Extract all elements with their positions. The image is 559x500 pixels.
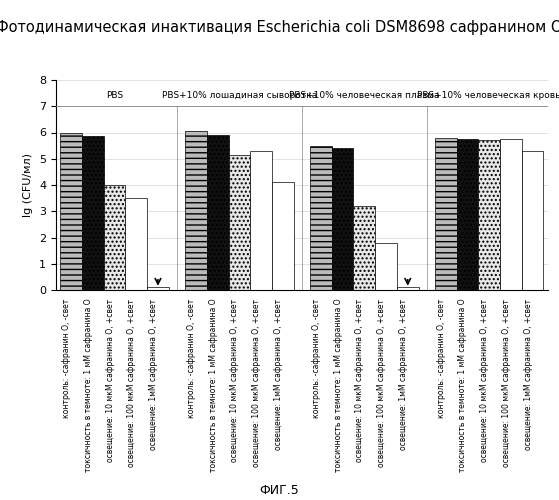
Text: освещение: 100 мкМ сафранина О, +свет: освещение: 100 мкМ сафранина О, +свет	[502, 298, 511, 466]
Text: освещение: 1мМ сафранина О, +свет: освещение: 1мМ сафранина О, +свет	[524, 298, 533, 450]
Text: PBS: PBS	[106, 91, 123, 100]
Text: PBS+10% человеческая плазма: PBS+10% человеческая плазма	[289, 91, 439, 100]
Text: токсичность в темноте: 1 мМ сафранина О: токсичность в темноте: 1 мМ сафранина О	[458, 298, 467, 472]
Bar	[457, 139, 479, 290]
Text: освещение: 10 мкМ сафранина О, +свет: освещение: 10 мкМ сафранина О, +свет	[230, 298, 239, 462]
Bar	[125, 198, 147, 290]
Bar	[147, 288, 169, 290]
Bar	[82, 136, 103, 290]
Text: ФИГ.5: ФИГ.5	[259, 484, 300, 498]
Text: освещение: 10 мкМ сафранина О, +свет: освещение: 10 мкМ сафранина О, +свет	[356, 298, 364, 462]
Bar	[185, 131, 207, 290]
Text: освещение: 100 мкМ сафранина О, +свет: освещение: 100 мкМ сафранина О, +свет	[377, 298, 386, 466]
Text: контроль: -сафранин О, -свет: контроль: -сафранин О, -свет	[437, 298, 446, 418]
Bar	[353, 206, 375, 290]
Bar	[250, 151, 272, 290]
Bar	[272, 182, 293, 290]
Text: контроль: -сафранин О, -свет: контроль: -сафранин О, -свет	[312, 298, 321, 418]
Text: токсичность в темноте: 1 мМ сафранина О: токсичность в темноте: 1 мМ сафранина О	[84, 298, 93, 472]
Text: освещение: 100 мкМ сафранина О, +свет: освещение: 100 мкМ сафранина О, +свет	[127, 298, 136, 466]
Text: освещение: 10 мкМ сафранина О, +свет: освещение: 10 мкМ сафранина О, +свет	[480, 298, 489, 462]
Bar	[60, 132, 82, 290]
Bar	[500, 139, 522, 290]
Bar	[375, 243, 397, 290]
Text: Фотодинамическая инактивация Escherichia coli DSM8698 сафранином О: Фотодинамическая инактивация Escherichia…	[0, 20, 559, 35]
Text: освещение: 10 мкМ сафранина О, +свет: освещение: 10 мкМ сафранина О, +свет	[106, 298, 115, 462]
Bar	[229, 155, 250, 290]
Bar	[479, 140, 500, 290]
Text: контроль: -сафранин О, -свет: контроль: -сафранин О, -свет	[187, 298, 196, 418]
Bar	[207, 135, 229, 290]
Text: освещение: 1мМ сафранина О, +свет: освещение: 1мМ сафранина О, +свет	[274, 298, 283, 450]
Text: токсичность в темноте: 1 мМ сафранина О: токсичность в темноте: 1 мМ сафранина О	[209, 298, 217, 472]
Text: контроль: -сафранин О, -свет: контроль: -сафранин О, -свет	[62, 298, 71, 418]
Bar	[522, 151, 543, 290]
Text: токсичность в темноте: 1 мМ сафранина О: токсичность в темноте: 1 мМ сафранина О	[334, 298, 343, 472]
Bar	[435, 138, 457, 290]
Text: PBS+10% человеческая кровь: PBS+10% человеческая кровь	[418, 91, 559, 100]
Bar	[397, 288, 419, 290]
Y-axis label: lg (CFU/мл): lg (CFU/мл)	[23, 153, 34, 217]
Text: PBS+10% лошадиная сыворотка: PBS+10% лошадиная сыворотка	[162, 91, 317, 100]
Text: освещение: 100 мкМ сафранина О, +свет: освещение: 100 мкМ сафранина О, +свет	[252, 298, 261, 466]
Text: освещение: 1мМ сафранина О, +свет: освещение: 1мМ сафранина О, +свет	[399, 298, 408, 450]
Bar	[310, 146, 331, 290]
Text: освещение: 1мМ сафранина О, +свет: освещение: 1мМ сафранина О, +свет	[149, 298, 158, 450]
Bar	[331, 148, 353, 290]
Bar	[103, 185, 125, 290]
